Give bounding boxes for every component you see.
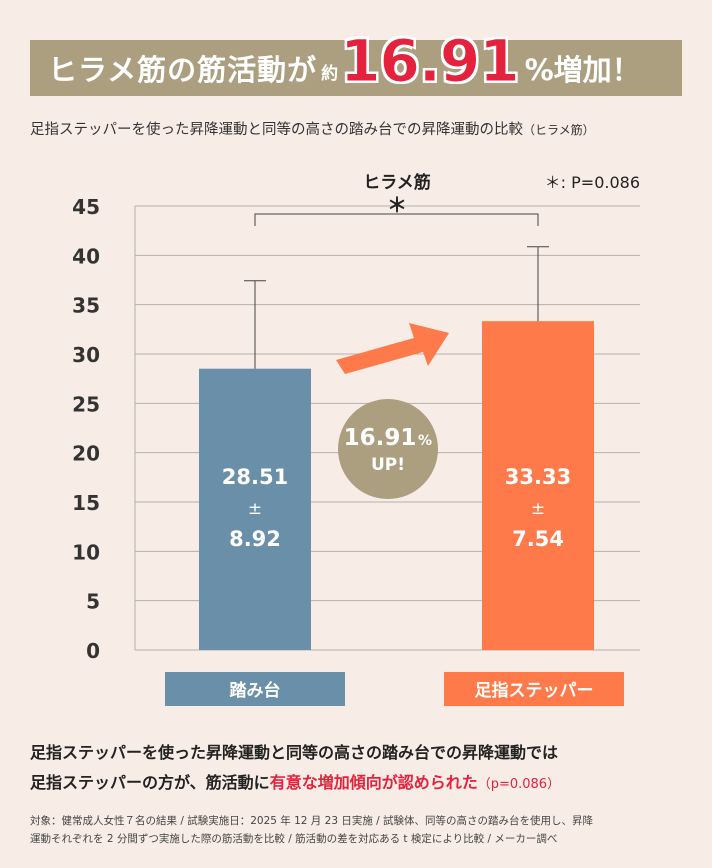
note-line-1: 対象：健常成人女性７名の結果 / 試験実施日：2025 年 12 月 23 日実… [30, 815, 594, 827]
badge-number: 16.91 [344, 425, 417, 451]
y-tick-label: 5 [86, 590, 100, 614]
significance-bracket [254, 213, 539, 226]
study-note: 対象：健常成人女性７名の結果 / 試験実施日：2025 年 12 月 23 日実… [30, 812, 690, 848]
significance-star: ＊ [387, 193, 407, 217]
conclusion-line-1: 足指ステッパーを使った昇降運動と同等の高さの踏み台での昇降運動では [30, 743, 559, 762]
y-tick-label: 10 [72, 540, 100, 564]
category-box-2 [444, 672, 624, 706]
headline-text-2: %増加！ [524, 53, 641, 87]
category-labels: 踏み台 足指ステッパー [165, 672, 624, 706]
bar-labels: 28.51 ±8.92 33.33 ±7.54 [222, 465, 571, 551]
bracket-line [254, 213, 539, 226]
badge-text: UP! [371, 455, 405, 475]
badge-unit: % [418, 433, 432, 449]
y-tick-label: 45 [72, 195, 100, 219]
headline-approx: 約 [321, 63, 339, 84]
y-tick-label: 25 [72, 392, 100, 416]
p-value-annotation: ＊: P=0.086 [545, 173, 640, 192]
y-tick-label: 20 [72, 442, 100, 466]
bar-pm-label: ± [531, 499, 545, 519]
conclusion-line-2: 足指ステッパーの方が、筋活動に有意な増加傾向が認められた（p=0.086） [30, 768, 690, 800]
y-tick-label: 0 [86, 639, 100, 663]
bar-pm-label: ± [248, 499, 262, 519]
conclusion-text: 足指ステッパーを使った昇降運動と同等の高さの踏み台での昇降運動では 足指ステッパ… [30, 738, 690, 800]
bar-value-label: 33.33 [505, 465, 571, 489]
category-box-1 [165, 672, 345, 706]
increase-arrow [336, 323, 449, 374]
category-label: 踏み台 [230, 680, 281, 701]
y-tick-label: 40 [72, 244, 100, 268]
y-tick-label: 15 [72, 491, 100, 515]
chart-decor: 16.91 % UP! [336, 323, 449, 499]
bar-error-label: 8.92 [229, 527, 281, 551]
increase-badge [338, 399, 438, 499]
y-tick-label: 35 [72, 294, 100, 318]
bar-value-label: 28.51 [222, 465, 288, 489]
bars [199, 321, 594, 650]
bar-chart: 0 5 10 15 20 25 30 35 40 45 16.91 % UP! 28.51 ±8.92 3… [72, 172, 640, 706]
conclusion-line-2a: 足指ステッパーの方が、筋活動に [30, 773, 270, 792]
bar-1 [199, 368, 311, 650]
chart-title: ヒラメ筋 [363, 172, 431, 193]
subtitle-main: 足指ステッパーを使った昇降運動と同等の高さの踏み台での昇降運動の比較 [30, 122, 523, 138]
category-label: 足指ステッパー [475, 680, 594, 701]
conclusion-highlight: 有意な増加傾向が認められた [269, 773, 478, 792]
headline-text-1: ヒラメ筋の筋活動が [48, 53, 318, 87]
bar-2 [482, 321, 594, 650]
conclusion-pvalue: （p=0.086） [477, 777, 561, 792]
headline-number: 16.91 [340, 27, 520, 96]
y-tick-label: 30 [72, 343, 100, 367]
headline-banner: ヒラメ筋の筋活動が 約 16.91 %増加！ [30, 27, 682, 96]
chart-subtitle: 足指ステッパーを使った昇降運動と同等の高さの踏み台での昇降運動の比較（ヒラメ筋） [30, 118, 690, 139]
error-bars [244, 246, 549, 369]
bar-error-label: 7.54 [512, 527, 564, 551]
note-line-2: 運動それぞれを 2 分間ずつ実施した際の筋活動を比較 / 筋活動の差を対応ある … [30, 833, 558, 845]
subtitle-paren: （ヒラメ筋） [523, 123, 595, 137]
y-axis-ticks: 0 5 10 15 20 25 30 35 40 45 [72, 195, 100, 663]
